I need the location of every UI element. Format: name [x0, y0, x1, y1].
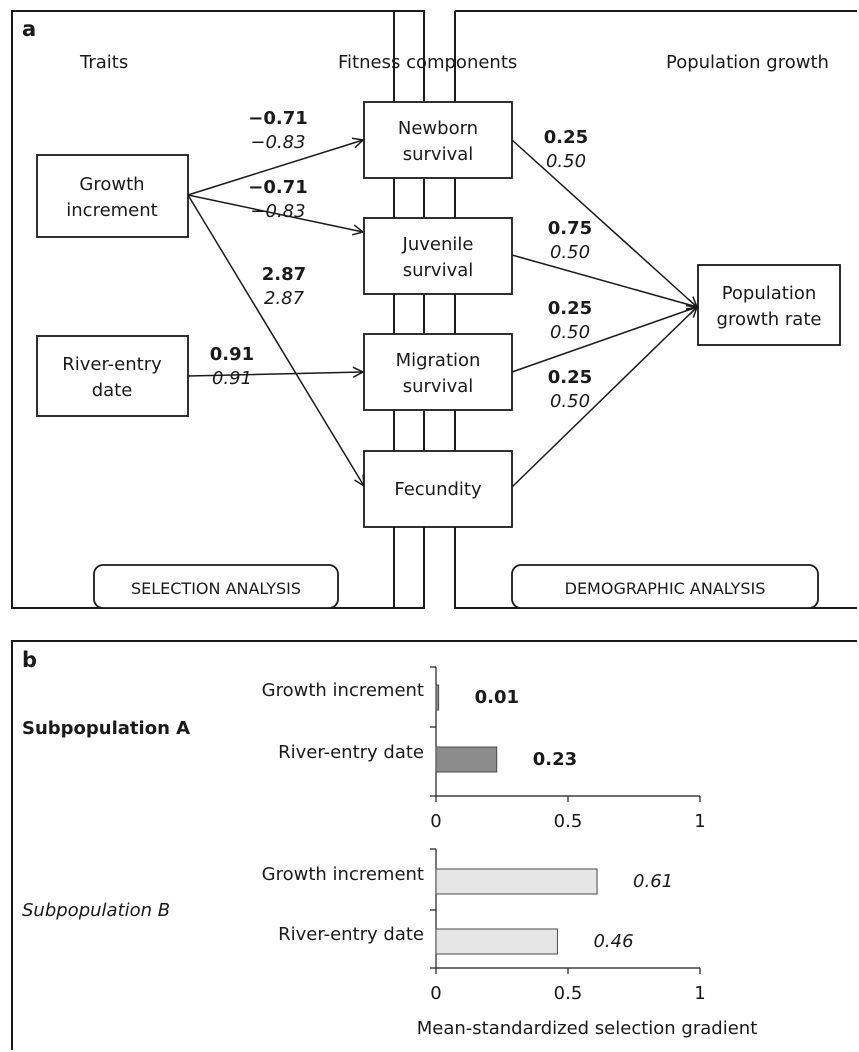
coef-growth-fecundity-italic: 2.87 [264, 288, 305, 309]
panel-a-letter: a [22, 17, 36, 41]
bar-value-label-0-1: 0.23 [533, 749, 577, 770]
outcome-line1: Population [722, 283, 817, 304]
group-name-0: Subpopulation A [22, 718, 190, 739]
x-tick-label-1-0: 0 [430, 983, 441, 1004]
fitness-box-migration: Migration survival [363, 333, 513, 411]
fitness-newborn-line1: Newborn [398, 118, 478, 139]
bar-value-label-1-0: 0.61 [633, 871, 673, 892]
coef-newborn-popgrowth-italic: 0.50 [546, 151, 586, 172]
fitness-newborn-line2: survival [403, 144, 474, 165]
arrow-growth-fecundity [187, 194, 364, 486]
header-population-growth: Population growth [666, 52, 829, 73]
footer-selection-analysis: SELECTION ANALYSIS [93, 564, 339, 609]
demographic-coefficients: 0.25 0.50 0.75 0.50 0.25 0.50 0.25 0.50 [544, 127, 592, 412]
coef-river-migration-bold: 0.91 [210, 344, 254, 365]
fitness-juvenile-line2: survival [403, 260, 474, 281]
coef-fecundity-popgrowth-bold: 0.25 [548, 367, 592, 388]
header-fitness-components: Fitness components [338, 52, 517, 73]
bar-value-label-1-1: 0.46 [593, 931, 633, 952]
outcome-box-population-growth-rate: Population growth rate [697, 264, 841, 346]
panel-a: a Traits Fitness components Population g… [11, 10, 857, 609]
selection-coefficients: −0.71 −0.83 −0.71 −0.83 2.87 2.87 0.91 0… [210, 108, 308, 389]
coef-juvenile-popgrowth-bold: 0.75 [548, 218, 592, 239]
coef-growth-newborn-italic: −0.83 [250, 132, 305, 153]
bar-1-0 [435, 868, 598, 895]
category-label-1-0: Growth increment [262, 864, 424, 885]
trait-river-line1: River-entry [62, 354, 162, 375]
x-tick-label-0-2: 1 [694, 811, 705, 832]
x-tick-label-0-0: 0 [430, 811, 441, 832]
panel-b-frame [11, 640, 857, 1050]
coef-growth-juvenile-bold: −0.71 [248, 177, 308, 198]
x-tick-label-0-1: 0.5 [554, 811, 583, 832]
trait-river-line2: date [92, 380, 133, 401]
group-name-1: Subpopulation B [22, 900, 170, 921]
header-traits: Traits [79, 52, 128, 73]
footer-selection-text: SELECTION ANALYSIS [131, 579, 301, 598]
trait-box-growth: Growth increment [36, 154, 189, 238]
x-axis-title: Mean-standardized selection gradient [417, 1018, 758, 1039]
arrow-fecundity-popgrowth [511, 307, 697, 488]
coef-migration-popgrowth-italic: 0.50 [550, 322, 590, 343]
category-label-0-0: Growth increment [262, 680, 424, 701]
arrow-river-migration [187, 372, 363, 376]
footer-demographic-text: DEMOGRAPHIC ANALYSIS [565, 579, 766, 598]
fitness-migration-line1: Migration [396, 350, 481, 371]
coef-growth-fecundity-bold: 2.87 [262, 264, 306, 285]
category-label-1-1: River-entry date [278, 924, 424, 945]
category-label-0-1: River-entry date [278, 742, 424, 763]
fitness-box-newborn: Newborn survival [363, 101, 513, 179]
panel-b: b Subpopulation A 0 0.5 1 Growth increment 0.… [11, 640, 857, 1050]
arrows [187, 139, 697, 488]
coef-fecundity-popgrowth-italic: 0.50 [550, 391, 590, 412]
fitness-juvenile-line1: Juvenile [402, 234, 474, 255]
footer-demographic-analysis: DEMOGRAPHIC ANALYSIS [511, 564, 819, 609]
arrow-newborn-popgrowth [511, 139, 697, 307]
coef-migration-popgrowth-bold: 0.25 [548, 298, 592, 319]
fitness-migration-line2: survival [403, 376, 474, 397]
trait-growth-line1: Growth [79, 174, 144, 195]
coef-newborn-popgrowth-bold: 0.25 [544, 127, 588, 148]
bar-0-1 [435, 746, 498, 773]
coef-juvenile-popgrowth-italic: 0.50 [550, 242, 590, 263]
trait-growth-line2: increment [66, 200, 157, 221]
fitness-box-fecundity: Fecundity [363, 450, 513, 528]
fitness-fecundity-line1: Fecundity [394, 479, 482, 500]
arrow-migration-popgrowth [511, 307, 697, 373]
coef-river-migration-italic: 0.91 [212, 368, 252, 389]
bar-value-label-0-0: 0.01 [475, 687, 519, 708]
x-tick-label-1-2: 1 [694, 983, 705, 1004]
bar-1-1 [435, 928, 558, 955]
x-tick-label-1-1: 0.5 [554, 983, 583, 1004]
bar-0-0 [435, 684, 440, 711]
panel-a-left-frame [11, 10, 425, 609]
coef-growth-newborn-bold: −0.71 [248, 108, 308, 129]
arrow-growth-newborn [187, 140, 363, 196]
trait-box-river-entry: River-entry date [36, 335, 189, 417]
arrow-juvenile-popgrowth [511, 254, 697, 307]
panel-b-letter: b [22, 648, 37, 672]
selection-gradient-chart: Subpopulation A 0 0.5 1 Growth increment 0.01… [22, 666, 758, 1039]
outcome-line2: growth rate [717, 309, 822, 330]
arrow-growth-juvenile [187, 194, 363, 232]
fitness-box-juvenile: Juvenile survival [363, 217, 513, 295]
coef-growth-juvenile-italic: −0.83 [250, 201, 305, 222]
